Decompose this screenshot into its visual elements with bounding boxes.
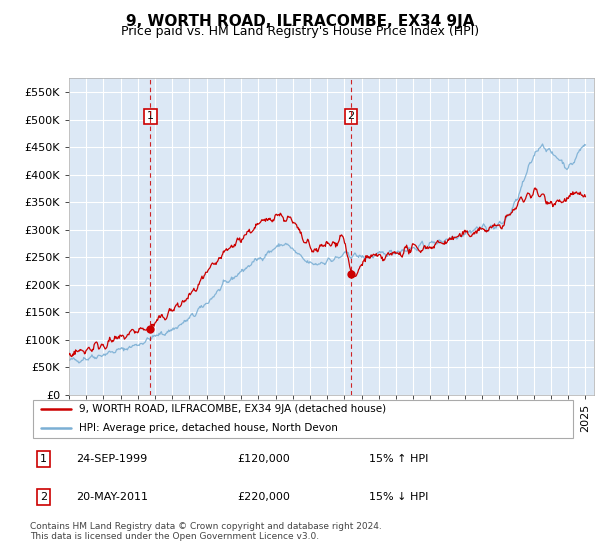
Text: 20-MAY-2011: 20-MAY-2011: [76, 492, 148, 502]
Text: 1: 1: [147, 111, 154, 122]
Text: 9, WORTH ROAD, ILFRACOMBE, EX34 9JA (detached house): 9, WORTH ROAD, ILFRACOMBE, EX34 9JA (det…: [79, 404, 386, 414]
Text: HPI: Average price, detached house, North Devon: HPI: Average price, detached house, Nort…: [79, 423, 338, 433]
Text: £220,000: £220,000: [238, 492, 290, 502]
Text: 24-SEP-1999: 24-SEP-1999: [76, 454, 148, 464]
Text: 2: 2: [347, 111, 355, 122]
FancyBboxPatch shape: [33, 400, 573, 437]
Text: £120,000: £120,000: [238, 454, 290, 464]
Text: Contains HM Land Registry data © Crown copyright and database right 2024.
This d: Contains HM Land Registry data © Crown c…: [30, 522, 382, 542]
Text: 15% ↓ HPI: 15% ↓ HPI: [368, 492, 428, 502]
Text: 1: 1: [40, 454, 47, 464]
Text: 2: 2: [40, 492, 47, 502]
Text: Price paid vs. HM Land Registry's House Price Index (HPI): Price paid vs. HM Land Registry's House …: [121, 25, 479, 38]
Text: 9, WORTH ROAD, ILFRACOMBE, EX34 9JA: 9, WORTH ROAD, ILFRACOMBE, EX34 9JA: [126, 14, 474, 29]
Text: 15% ↑ HPI: 15% ↑ HPI: [368, 454, 428, 464]
